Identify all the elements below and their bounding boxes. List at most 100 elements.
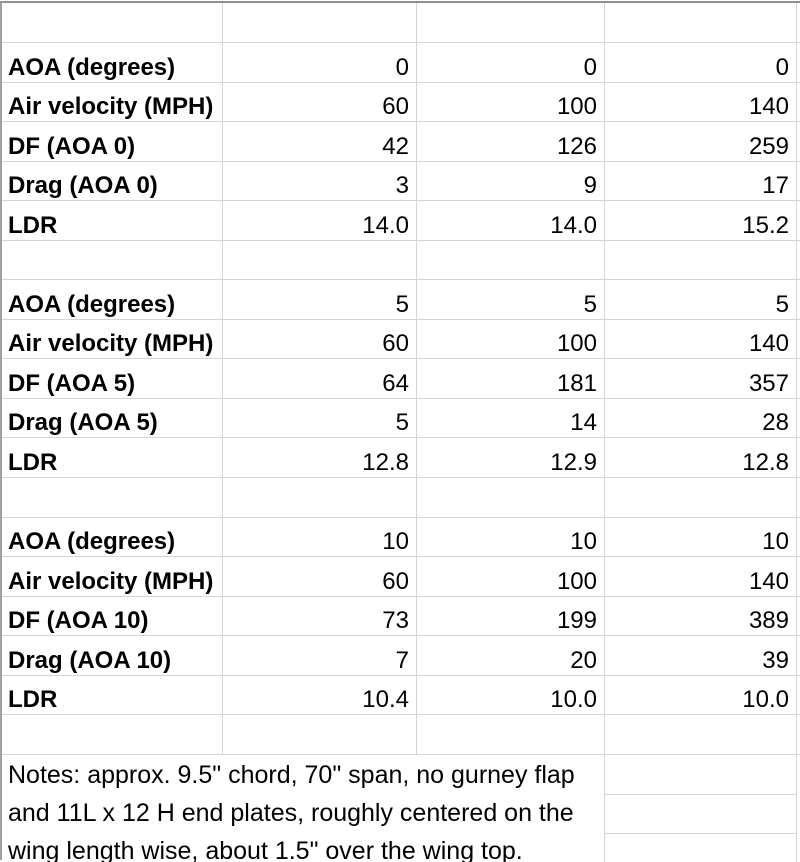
value-cell-3[interactable]: 39	[605, 636, 797, 676]
row-label-cell[interactable]	[2, 3, 223, 43]
edge-partial-cell[interactable]	[797, 162, 800, 202]
value-cell-2[interactable]: 20	[417, 636, 605, 676]
edge-partial-cell[interactable]	[797, 478, 800, 518]
value-cell-3[interactable]: 389	[605, 596, 797, 637]
edge-partial-cell[interactable]	[797, 715, 800, 755]
value-cell-2[interactable]: 100	[417, 82, 605, 123]
value-cell-3[interactable]: 10	[605, 517, 797, 558]
edge-partial-cell[interactable]	[797, 83, 800, 123]
edge-partial-cell[interactable]	[797, 280, 800, 320]
row-label-cell[interactable]: AOA (degrees)	[2, 280, 223, 320]
value-cell-2[interactable]: 5	[417, 280, 605, 320]
table-row: Air velocity (MPH) 60 100 140	[2, 319, 800, 360]
value-cell-2[interactable]: 126	[417, 122, 605, 162]
value-cell-2[interactable]	[417, 240, 605, 281]
edge-partial-cell[interactable]	[797, 399, 800, 439]
value-cell-2[interactable]: 9	[417, 161, 605, 202]
value-cell-2[interactable]: 10.0	[417, 675, 605, 716]
value-cell-3[interactable]: 140	[605, 319, 797, 360]
edge-partial-cell[interactable]	[797, 241, 800, 281]
row-label-cell[interactable]: LDR	[2, 201, 223, 241]
row-label-cell[interactable]	[2, 240, 223, 281]
value-cell-3[interactable]: 12.8	[605, 438, 797, 479]
edge-partial-cell[interactable]	[797, 201, 800, 241]
value-cell-1[interactable]: 5	[223, 280, 417, 320]
empty-cell[interactable]	[605, 754, 797, 795]
edge-partial-cell[interactable]	[797, 557, 800, 597]
value-cell-3[interactable]: 0	[605, 43, 797, 83]
value-cell-2[interactable]	[417, 715, 605, 755]
value-cell-2[interactable]: 14	[417, 398, 605, 439]
value-cell-2[interactable]: 12.9	[417, 438, 605, 479]
value-cell-1[interactable]: 7	[223, 636, 417, 676]
value-cell-1[interactable]: 60	[223, 319, 417, 360]
value-cell-1[interactable]: 3	[223, 161, 417, 202]
value-cell-2[interactable]: 100	[417, 319, 605, 360]
row-label-cell[interactable]: Drag (AOA 5)	[2, 398, 223, 439]
edge-partial-cell[interactable]	[797, 359, 800, 399]
value-cell-3[interactable]: 15.2	[605, 201, 797, 241]
value-cell-1[interactable]: 64	[223, 359, 417, 399]
row-label-cell[interactable]: LDR	[2, 438, 223, 479]
value-cell-1[interactable]: 60	[223, 82, 417, 123]
value-cell-1[interactable]: 0	[223, 43, 417, 83]
value-cell-3[interactable]: 17	[605, 161, 797, 202]
edge-partial-cell[interactable]	[797, 122, 800, 162]
value-cell-1[interactable]: 5	[223, 398, 417, 439]
value-cell-3[interactable]: 259	[605, 122, 797, 162]
value-cell-1[interactable]: 60	[223, 557, 417, 597]
row-label-cell[interactable]: Air velocity (MPH)	[2, 82, 223, 123]
row-label-cell[interactable]: Drag (AOA 0)	[2, 161, 223, 202]
value-cell-2[interactable]: 100	[417, 557, 605, 597]
row-label-cell[interactable]	[2, 478, 223, 518]
value-cell-2[interactable]: 10	[417, 517, 605, 558]
edge-partial-cell[interactable]	[797, 636, 800, 676]
value-cell-1[interactable]: 10.4	[223, 675, 417, 716]
value-cell-2[interactable]: 181	[417, 359, 605, 399]
notes-cell[interactable]: Notes: approx. 9.5" chord, 70" span, no …	[2, 754, 605, 862]
value-cell-1[interactable]	[223, 240, 417, 281]
value-cell-2[interactable]	[417, 3, 605, 43]
row-label-cell[interactable]	[2, 715, 223, 755]
value-cell-2[interactable]	[417, 478, 605, 518]
value-cell-3[interactable]	[605, 240, 797, 281]
row-label-cell[interactable]: Air velocity (MPH)	[2, 319, 223, 360]
value-cell-1[interactable]: 42	[223, 122, 417, 162]
edge-partial-cell[interactable]	[797, 438, 800, 479]
value-cell-1[interactable]	[223, 3, 417, 43]
empty-cell[interactable]	[605, 834, 797, 862]
value-cell-1[interactable]	[223, 715, 417, 755]
edge-partial-cell[interactable]	[797, 518, 800, 558]
value-cell-1[interactable]: 73	[223, 596, 417, 637]
value-cell-1[interactable]	[223, 478, 417, 518]
value-cell-2[interactable]: 0	[417, 43, 605, 83]
empty-cell[interactable]	[605, 794, 797, 835]
value-cell-1[interactable]: 12.8	[223, 438, 417, 479]
value-cell-3[interactable]	[605, 478, 797, 518]
value-cell-1[interactable]: 14.0	[223, 201, 417, 241]
row-label-cell[interactable]: DF (AOA 10)	[2, 596, 223, 637]
value-cell-3[interactable]	[605, 715, 797, 755]
value-cell-3[interactable]: 5	[605, 280, 797, 320]
row-label-cell[interactable]: Drag (AOA 10)	[2, 636, 223, 676]
value-cell-1[interactable]: 10	[223, 517, 417, 558]
edge-partial-cell[interactable]	[797, 597, 800, 637]
row-label-cell[interactable]: LDR	[2, 675, 223, 716]
value-cell-3[interactable]: 357	[605, 359, 797, 399]
edge-partial-cell[interactable]	[797, 43, 800, 83]
value-cell-3[interactable]	[605, 3, 797, 43]
value-cell-3[interactable]: 28	[605, 398, 797, 439]
row-label-cell[interactable]: DF (AOA 0)	[2, 122, 223, 162]
edge-partial-cell[interactable]	[797, 676, 800, 716]
value-cell-3[interactable]: 10.0	[605, 675, 797, 716]
value-cell-3[interactable]: 140	[605, 557, 797, 597]
row-label-cell[interactable]: AOA (degrees)	[2, 517, 223, 558]
value-cell-2[interactable]: 199	[417, 596, 605, 637]
value-cell-2[interactable]: 14.0	[417, 201, 605, 241]
edge-partial-cell[interactable]	[797, 320, 800, 360]
edge-partial-cell[interactable]	[797, 3, 800, 43]
row-label-cell[interactable]: AOA (degrees)	[2, 43, 223, 83]
value-cell-3[interactable]: 140	[605, 82, 797, 123]
row-label-cell[interactable]: Air velocity (MPH)	[2, 557, 223, 597]
row-label-cell[interactable]: DF (AOA 5)	[2, 359, 223, 399]
